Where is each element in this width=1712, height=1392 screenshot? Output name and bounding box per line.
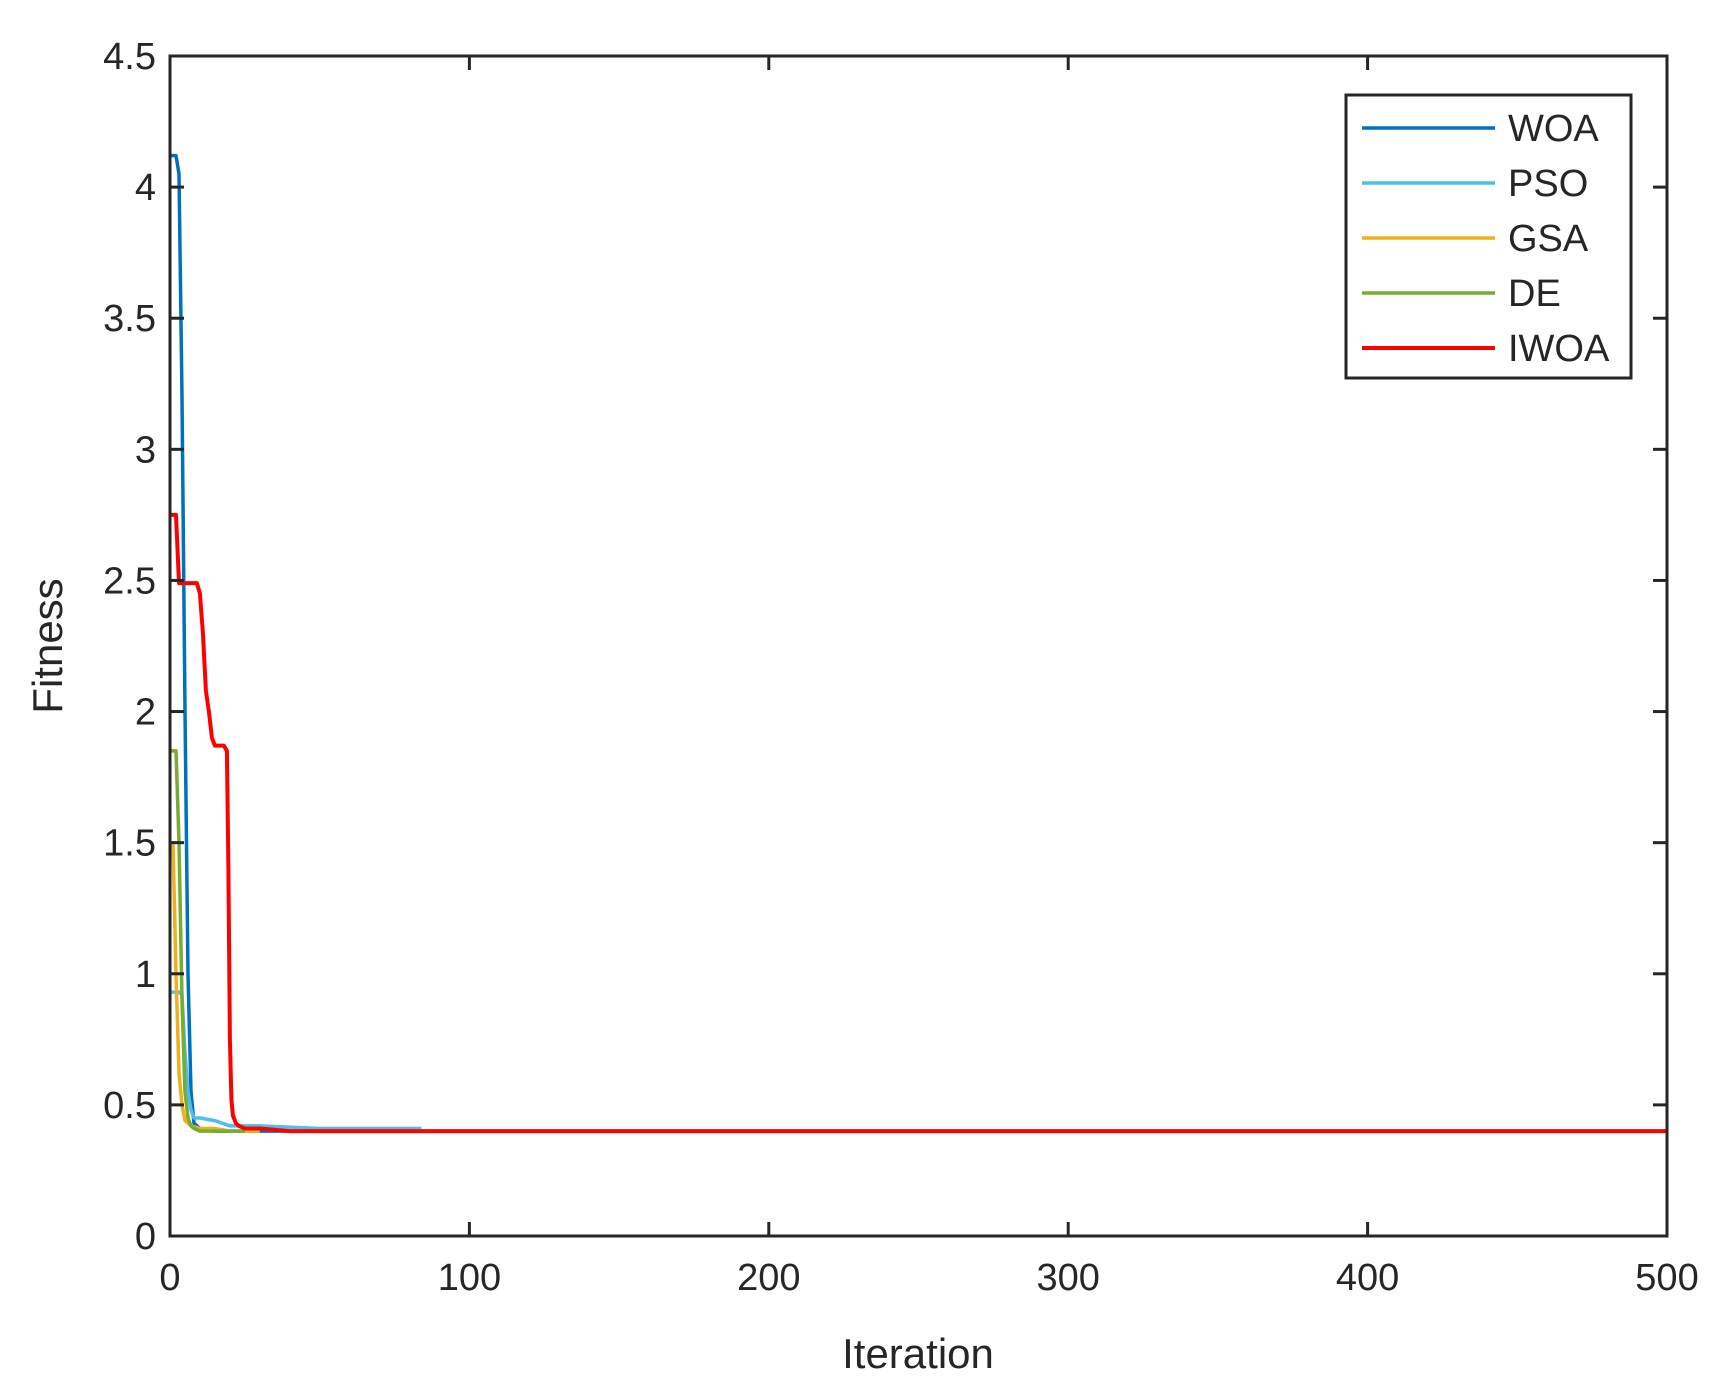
legend: WOA PSO GSA DE IWOA [1344,93,1633,380]
x-tick-label: 300 [1036,1257,1099,1299]
y-tick-label: 3 [135,429,156,471]
y-tick-label: 4 [135,167,156,209]
y-axis-label: Fitness [24,578,71,713]
plot-frame [168,54,1669,1238]
x-tick-labels: 0 100 200 300 400 500 [159,1257,1698,1299]
y-tick-label: 1.5 [103,823,156,865]
x-tick-label: 500 [1635,1257,1698,1299]
y-tick-label: 2 [135,692,156,734]
series-line-iwoa [170,512,1667,1134]
y-tick-label: 4.5 [103,36,156,78]
y-tick-label: 2.5 [103,560,156,602]
legend-label-de: DE [1508,273,1561,315]
x-tick-label: 0 [159,1257,180,1299]
legend-label-pso: PSO [1508,163,1588,205]
legend-label-gsa: GSA [1508,218,1589,260]
y-tick-label: 0 [135,1216,156,1258]
y-tick-labels: 0 0.5 1 1.5 2 2.5 3 3.5 4 4.5 [103,36,156,1258]
legend-label-iwoa: IWOA [1508,328,1610,370]
legend-label-woa: WOA [1508,108,1599,150]
x-tick-label: 200 [737,1257,800,1299]
x-tick-label: 400 [1336,1257,1399,1299]
y-tick-label: 1 [135,954,156,996]
series-line-pso [170,990,422,1131]
series-line-de [170,749,245,1133]
x-tick-label: 100 [438,1257,501,1299]
y-tick-label: 3.5 [103,298,156,340]
y-tick-label: 0.5 [103,1085,156,1127]
series-layer [170,153,1667,1134]
x-axis-label: Iteration [842,1330,994,1377]
